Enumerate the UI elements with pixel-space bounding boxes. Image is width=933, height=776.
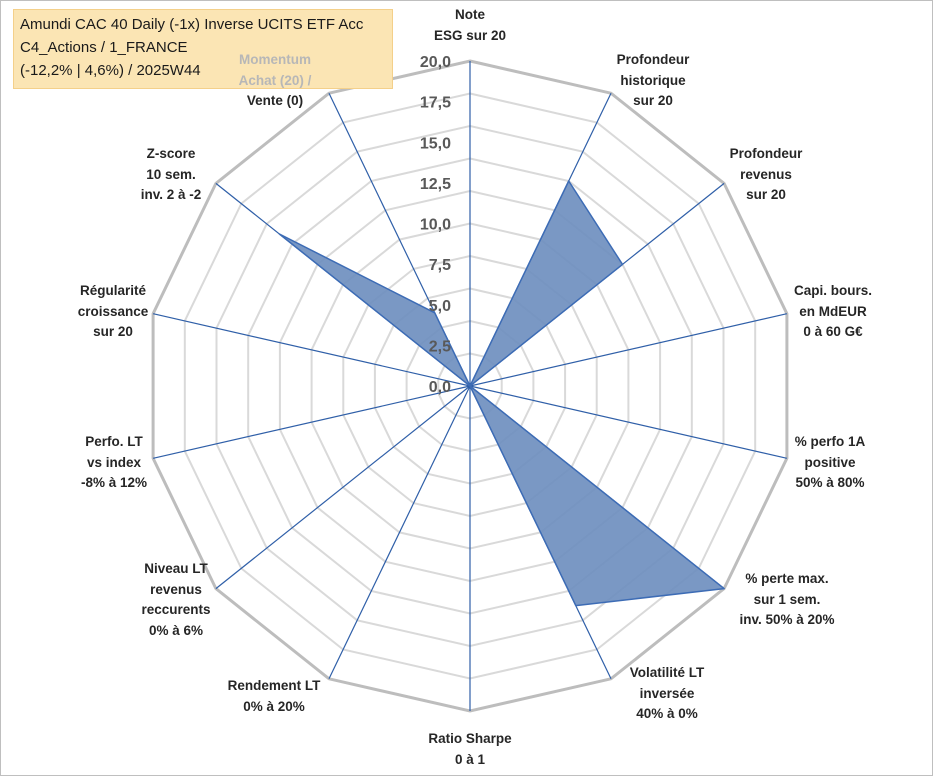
axis-label-rendement: Rendement LT 0% à 20% bbox=[227, 678, 321, 714]
series-layer bbox=[278, 180, 725, 607]
axis-label-perfo-lt: Perfo. LT vs index -8% à 12% bbox=[80, 434, 148, 490]
axis-label-niveau-revenus: Niveau LT revenus reccurents 0% à 6% bbox=[141, 561, 211, 638]
title-line-3: (-12,2% | 4,6%) / 2025W44 bbox=[20, 62, 201, 79]
axis-label-ratio-sharpe: Ratio Sharpe 0 à 1 bbox=[428, 731, 512, 767]
axis-spoke-capi bbox=[469, 313, 788, 387]
axis-spoke-perf1a bbox=[469, 385, 788, 459]
r-tick-label: 15,0 bbox=[420, 135, 451, 152]
axis-label-esg: Note ESG sur 20 bbox=[433, 7, 507, 43]
axis-label-profondeur-historique: Profondeur historique sur 20 bbox=[616, 52, 690, 108]
r-tick-label: 0,0 bbox=[429, 379, 451, 396]
axis-label-perte-max: % perte max. sur 1 sem. inv. 50% à 20% bbox=[739, 571, 835, 627]
r-tick-label: 10,0 bbox=[420, 217, 451, 234]
axis-label-zscore: Z-score 10 sem. inv. 2 à -2 bbox=[140, 146, 202, 202]
axis-spoke-rendement bbox=[328, 385, 471, 680]
axis-spoke-perfo_lt bbox=[152, 385, 471, 459]
series-area-0 bbox=[278, 180, 725, 607]
axis-label-volatilite: Volatilité LT inversée 40% à 0% bbox=[629, 665, 705, 721]
tick-layer: 0,0 2,5 5,0 7,5 10,0 12,5 15,0 17,5 20,0 bbox=[420, 54, 451, 396]
r-tick-label: 20,0 bbox=[420, 54, 451, 71]
title-line-2: C4_Actions / 1_FRANCE bbox=[20, 39, 188, 56]
chart-title-box: Amundi CAC 40 Daily (-1x) Inverse UCITS … bbox=[13, 9, 393, 89]
title-line-1: Amundi CAC 40 Daily (-1x) Inverse UCITS … bbox=[20, 16, 364, 33]
axis-spoke-niveau bbox=[215, 385, 471, 590]
axis-label-momentum: Momentum Achat (20) / Vente (0) bbox=[238, 52, 312, 108]
r-tick-label: 12,5 bbox=[420, 176, 451, 193]
axis-label-profondeur-revenus: Profondeur revenus sur 20 bbox=[729, 146, 803, 202]
r-tick-label: 5,0 bbox=[429, 298, 451, 315]
axis-label-capitalisation: Capi. bours. en MdEUR 0 à 60 G€ bbox=[793, 283, 873, 339]
r-tick-label: 2,5 bbox=[429, 338, 451, 355]
axis-spoke-regularite bbox=[152, 313, 471, 387]
axis-label-perfo-1a: % perfo 1A positive 50% à 80% bbox=[794, 434, 866, 490]
r-tick-label: 17,5 bbox=[420, 95, 451, 112]
r-tick-label: 7,5 bbox=[429, 257, 451, 274]
axis-label-regularite: Régularité croissance sur 20 bbox=[77, 283, 149, 339]
